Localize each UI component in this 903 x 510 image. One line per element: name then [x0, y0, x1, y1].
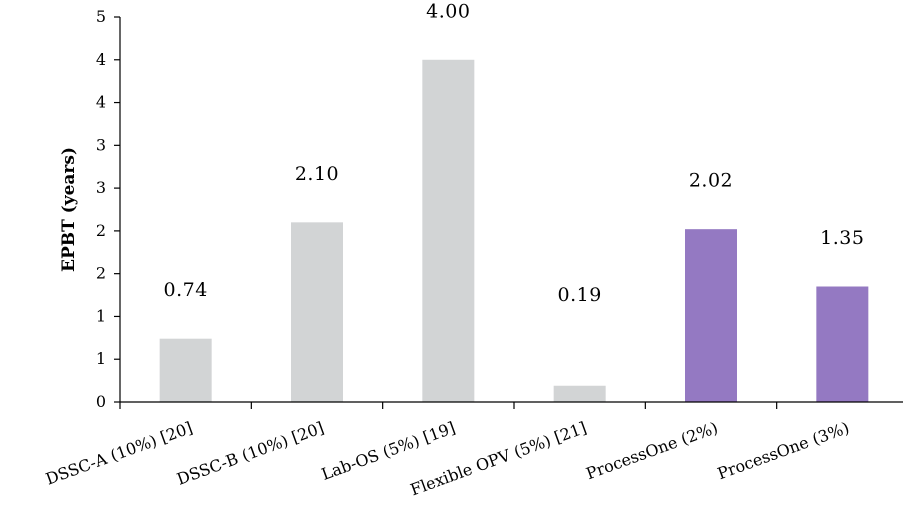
y-tick-label: 4 — [96, 93, 106, 112]
category-label: DSSC-A (10%) [20] — [43, 418, 195, 489]
y-tick-label: 3 — [96, 135, 106, 154]
category-label: ProcessOne (2%) — [583, 418, 720, 483]
data-label: 2.02 — [689, 170, 733, 192]
bars — [159, 59, 869, 403]
category-labels: DSSC-A (10%) [20]DSSC-B (10%) [20]Lab-OS… — [43, 418, 852, 499]
y-tick-label: 1 — [96, 306, 106, 325]
data-label: 0.19 — [558, 284, 602, 306]
y-axis-ticks: 0 1 1 2 2 3 3 4 4 5 — [96, 7, 120, 411]
y-tick-label: 4 — [96, 50, 106, 69]
bar — [159, 338, 212, 402]
y-tick-label: 5 — [96, 7, 106, 26]
x-axis-ticks — [119, 402, 778, 409]
data-label: 4.00 — [426, 0, 470, 22]
y-tick-label: 3 — [96, 178, 106, 197]
category-label: ProcessOne (3%) — [715, 418, 852, 483]
category-label: DSSC-B (10%) [20] — [174, 418, 326, 489]
bar — [291, 222, 343, 402]
data-label: 0.74 — [164, 279, 208, 301]
y-tick-label: 0 — [96, 392, 106, 411]
data-labels: 0.74 2.10 4.00 0.19 2.02 1.35 — [164, 0, 864, 306]
bar — [816, 286, 869, 402]
y-axis-title: EPBT (years) — [59, 147, 79, 272]
data-label: 2.10 — [295, 163, 339, 185]
data-label: 1.35 — [820, 227, 864, 249]
bar — [685, 229, 737, 402]
y-tick-label: 2 — [96, 221, 106, 240]
bar — [422, 59, 475, 403]
y-tick-label: 1 — [96, 349, 106, 368]
bar — [553, 385, 606, 402]
y-tick-label: 2 — [96, 264, 106, 283]
